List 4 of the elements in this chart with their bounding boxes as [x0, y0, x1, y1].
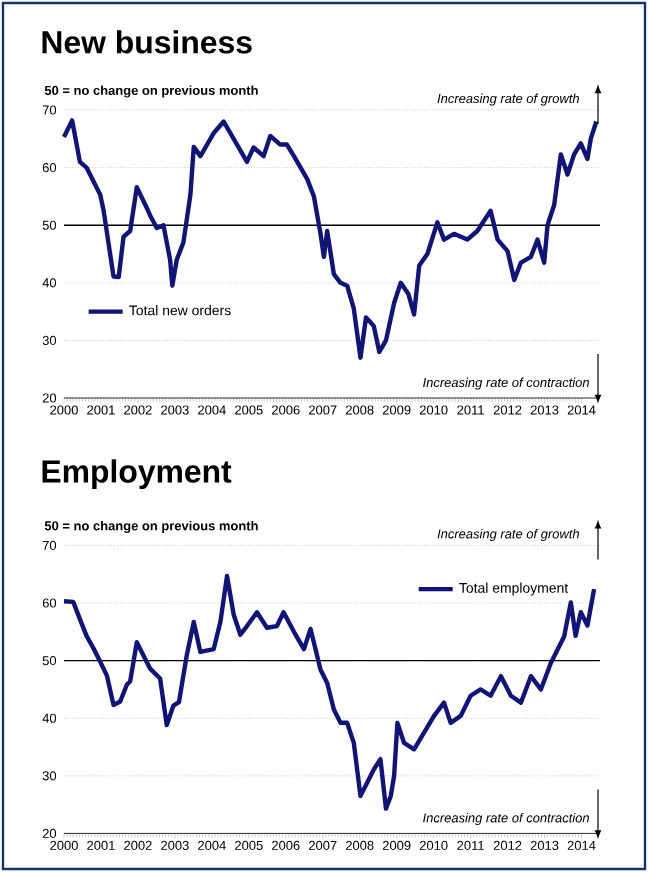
chart-title: Employment: [42, 459, 232, 490]
line-series: [61, 573, 597, 811]
line-series: [61, 118, 599, 360]
chart-title: New business: [42, 30, 252, 54]
